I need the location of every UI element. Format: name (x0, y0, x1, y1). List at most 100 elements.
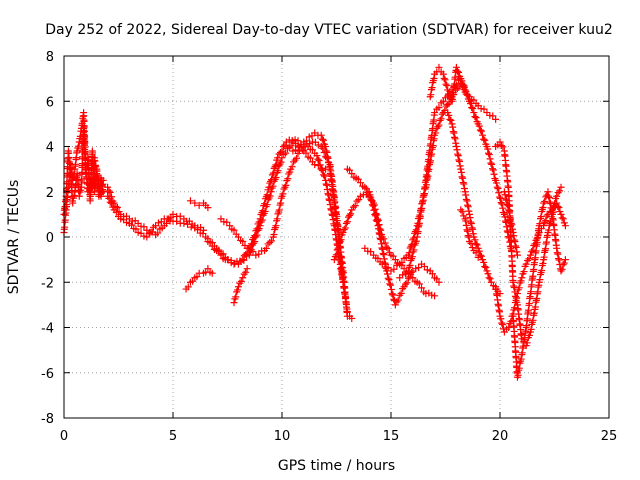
data-point (376, 225, 384, 233)
data-point (286, 168, 294, 176)
y-tick-label: 8 (46, 50, 54, 65)
data-point (292, 146, 300, 154)
data-point (497, 315, 505, 323)
data-point (373, 211, 381, 219)
data-point (334, 244, 342, 252)
data-point (498, 319, 506, 327)
data-point (468, 104, 476, 112)
data-point (361, 183, 369, 191)
data-point (318, 135, 326, 143)
data-point (513, 248, 521, 256)
data-point (332, 251, 340, 259)
data-point (343, 218, 351, 226)
data-point (274, 167, 282, 175)
data-point (69, 199, 77, 207)
data-point (272, 161, 280, 169)
data-point (500, 188, 508, 196)
data-point (322, 143, 330, 150)
data-point (523, 339, 531, 347)
data-point (431, 292, 439, 300)
data-point (398, 258, 406, 266)
data-point (232, 293, 240, 301)
data-point (259, 207, 267, 215)
data-point (314, 155, 322, 163)
axis-ticks: 0 5 10 15 20 25 -8 -6 -4 -2 0 2 4 6 8 (41, 50, 617, 444)
data-point (75, 192, 83, 200)
data-point (383, 243, 391, 251)
data-point (561, 222, 569, 230)
data-point (377, 226, 385, 234)
data-point (418, 284, 426, 292)
data-point (173, 217, 181, 225)
data-point (557, 183, 565, 191)
data-point (265, 183, 273, 191)
data-point (375, 221, 383, 229)
data-point (512, 243, 520, 251)
data-point (374, 216, 382, 224)
data-point (467, 218, 475, 226)
data-point (489, 166, 497, 174)
data-point (380, 235, 388, 243)
data-point (515, 284, 523, 292)
data-point (427, 91, 435, 99)
data-point (490, 170, 498, 178)
data-point (319, 136, 327, 144)
data-point (462, 195, 470, 203)
data-point (481, 136, 489, 144)
data-point (282, 181, 290, 189)
data-point (560, 259, 568, 267)
data-point (355, 196, 363, 204)
data-point (410, 246, 418, 254)
data-point (476, 126, 484, 134)
series-arc9 (230, 265, 251, 307)
data-point (239, 256, 247, 264)
data-point (370, 201, 378, 209)
data-point (365, 192, 373, 200)
data-point (278, 147, 286, 155)
data-point (561, 256, 569, 264)
data-point (477, 127, 485, 135)
data-point (454, 152, 462, 160)
data-point (281, 141, 289, 149)
data-point (487, 159, 495, 167)
data-point (525, 331, 533, 339)
data-point (493, 183, 501, 191)
data-point (468, 244, 476, 252)
data-point (539, 259, 547, 267)
data-point (237, 277, 245, 285)
data-point (469, 230, 477, 238)
data-point (389, 291, 397, 299)
y-tick-label: 4 (46, 141, 54, 156)
data-point (364, 189, 372, 197)
data-point (449, 128, 457, 136)
data-point (324, 154, 332, 162)
data-point (325, 159, 333, 167)
data-point (512, 242, 520, 250)
data-point (451, 133, 459, 141)
x-tick-label: 20 (492, 429, 509, 444)
data-point (506, 214, 514, 222)
data-point (453, 146, 461, 154)
data-point (255, 218, 263, 226)
data-point (514, 371, 522, 379)
data-point (485, 151, 493, 159)
data-point (480, 135, 488, 143)
data-point (261, 200, 269, 208)
data-point (470, 109, 478, 117)
data-point (266, 238, 274, 246)
data-point (474, 253, 482, 261)
data-point (447, 116, 455, 124)
data-point (279, 143, 287, 151)
data-point (230, 226, 238, 234)
data-point (162, 219, 170, 227)
y-tick-label: 2 (46, 186, 54, 201)
data-point (544, 188, 552, 196)
data-point (239, 237, 247, 245)
data-point (313, 152, 321, 160)
data-point (318, 167, 326, 175)
data-point (396, 291, 404, 299)
data-point (555, 256, 563, 264)
data-point (513, 290, 521, 298)
data-point (466, 214, 474, 222)
